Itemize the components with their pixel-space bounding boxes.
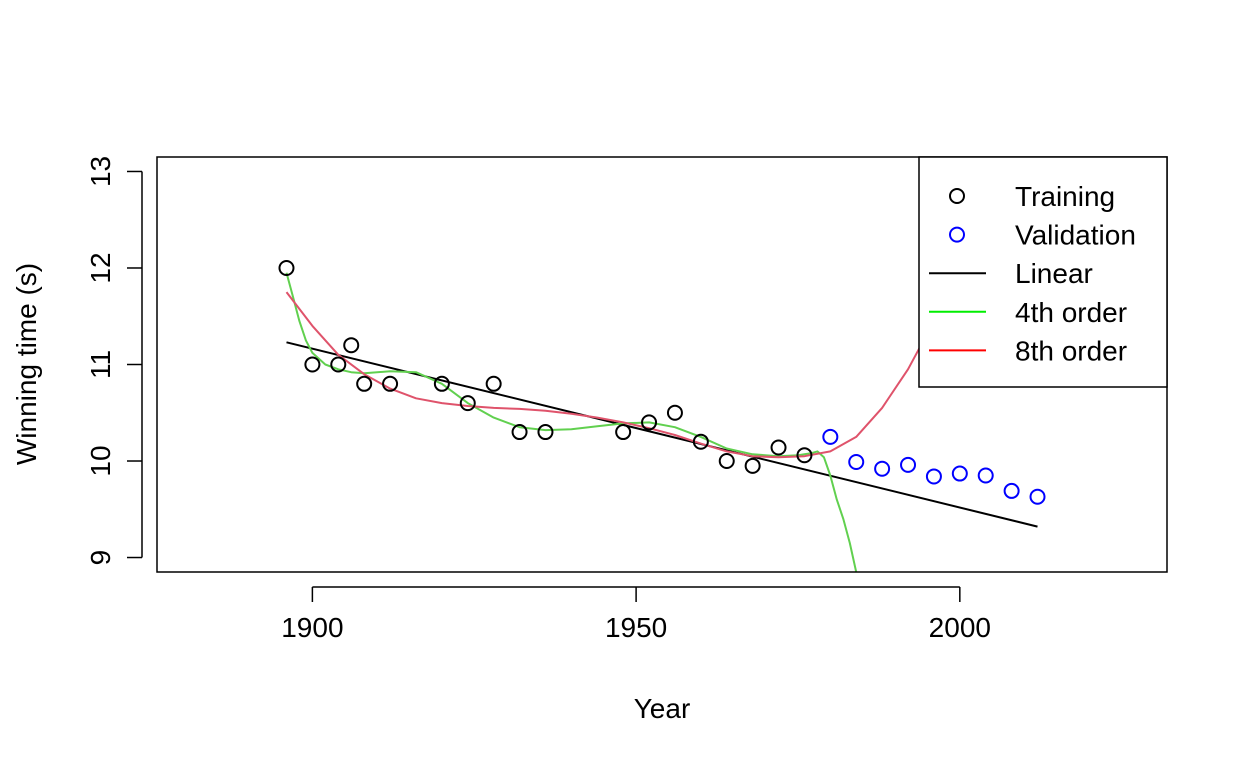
point-training-18 [796,447,813,464]
x-tick-label-1900: 1900 [281,612,343,643]
point-training-1 [304,356,321,373]
point-training-12 [641,414,658,431]
legend-label-8th-order: 8th order [1015,335,1127,366]
point-validation-4 [925,468,942,485]
x-tick-label-2000: 2000 [929,612,991,643]
point-training-0 [278,259,295,276]
point-training-2 [330,356,347,373]
point-training-15 [718,453,735,470]
y-axis: 9 10 11 12 13 [85,156,143,566]
point-training-14 [692,433,709,450]
y-tick-label-9: 9 [85,550,116,566]
y-tick-label-13: 13 [85,156,116,187]
point-training-16 [744,457,761,474]
x-axis-title: Year [634,693,691,724]
legend-label-4th-order: 4th order [1015,297,1127,328]
point-validation-6 [977,467,994,484]
legend-label-linear: Linear [1015,258,1093,289]
point-validation-5 [951,465,968,482]
point-training-6 [433,375,450,392]
point-training-17 [770,439,787,456]
point-validation-1 [848,453,865,470]
y-tick-label-11: 11 [85,350,116,379]
legend: Training Validation Linear 4th order 8th ord… [918,156,1168,388]
point-training-3 [343,337,360,354]
y-tick-label-12: 12 [85,252,116,283]
x-tick-label-1950: 1950 [605,612,667,643]
legend-symbol-training [949,188,965,204]
point-training-11 [615,424,632,441]
point-training-10 [537,424,554,441]
legend-box [918,156,1168,388]
point-training-13 [666,404,683,421]
series-line-4th-order [285,272,858,572]
y-axis-title: Winning time (s) [11,263,42,465]
point-training-7 [459,395,476,412]
x-axis: 1900 1950 2000 [281,586,991,643]
point-validation-3 [900,456,917,473]
point-validation-2 [874,460,891,477]
point-training-4 [356,375,373,392]
legend-label-validation: Validation [1015,220,1136,251]
y-tick-label-10: 10 [85,445,116,476]
point-validation-8 [1029,488,1046,505]
point-training-5 [382,375,399,392]
point-training-8 [485,375,502,392]
series-line-8th-order [285,291,935,459]
legend-label-training: Training [1015,181,1115,212]
legend-symbol-validation [949,226,965,243]
point-training-9 [511,424,528,441]
point-validation-0 [822,428,839,445]
point-validation-7 [1003,482,1020,499]
data-points [278,259,1046,505]
